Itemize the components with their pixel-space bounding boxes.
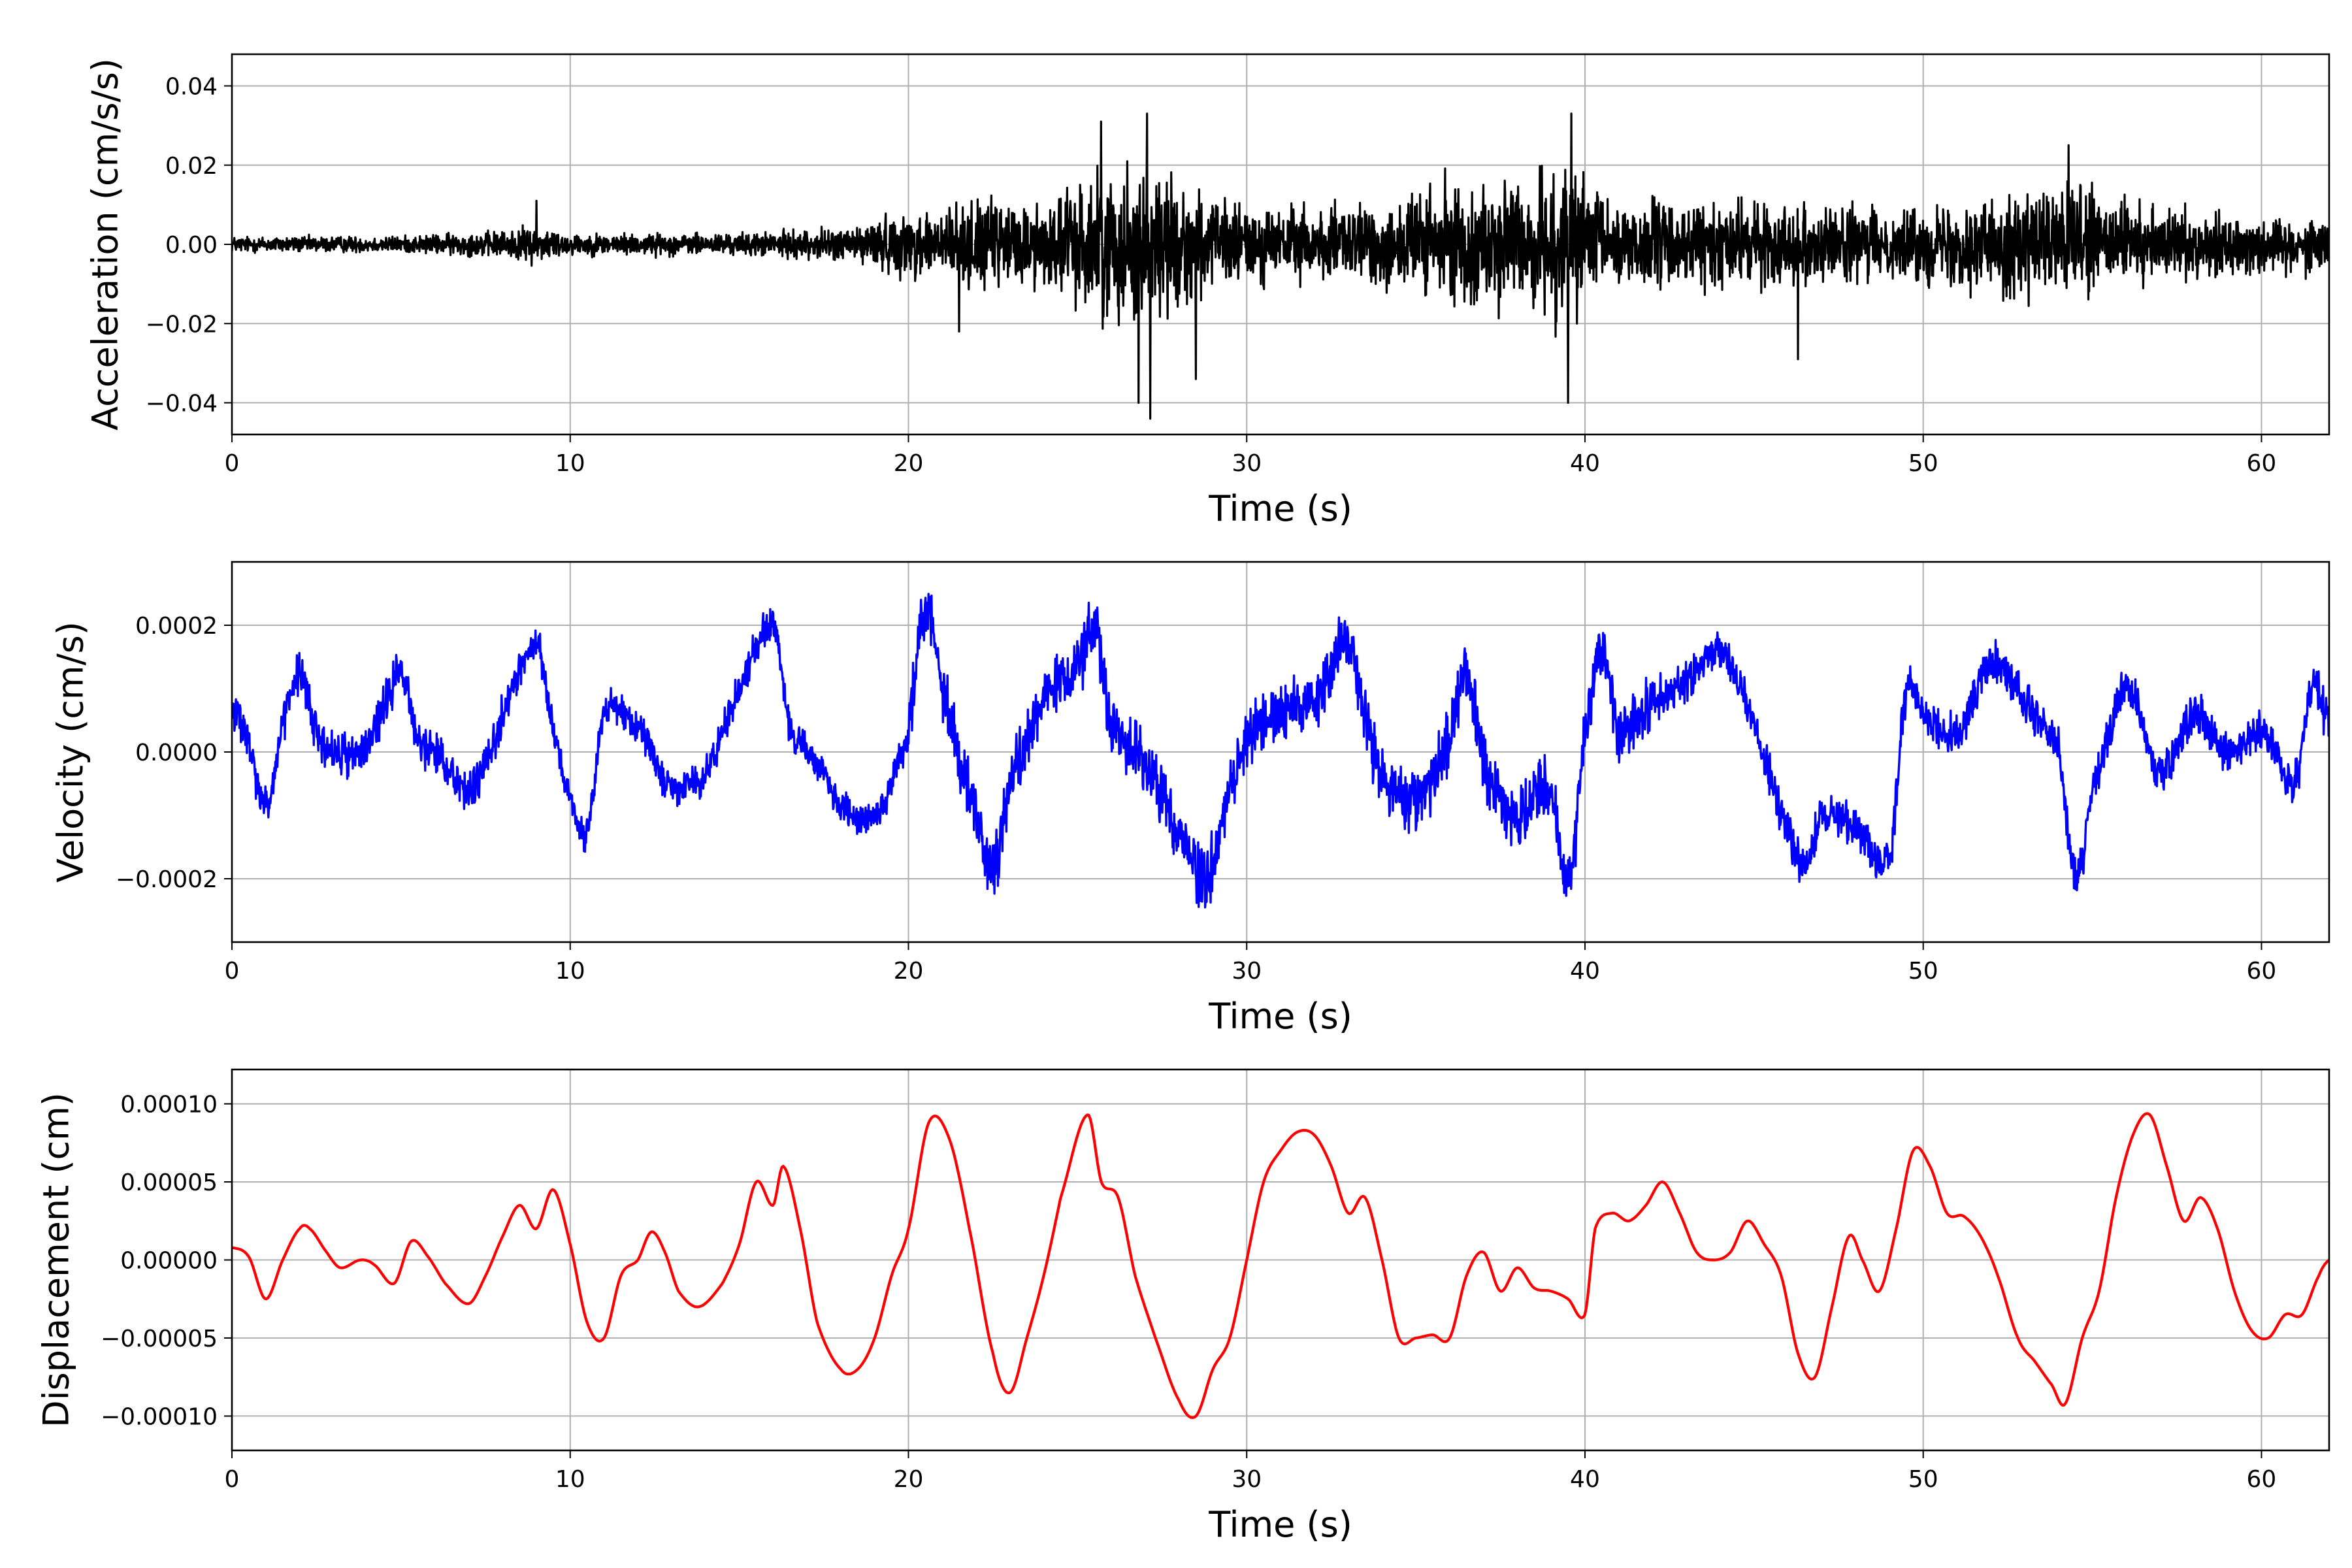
- x-tick-label: 50: [1908, 958, 1938, 985]
- x-tick-label: 20: [894, 450, 924, 477]
- x-tick-label: 40: [1570, 958, 1600, 985]
- velocity-series: [232, 593, 2329, 909]
- acceleration-series: [232, 112, 2329, 420]
- x-tick-label: 40: [1570, 1466, 1600, 1493]
- y-tick-label: −0.0002: [116, 866, 218, 893]
- y-tick-label: 0.0002: [135, 613, 218, 640]
- y-tick-label: 0.00: [165, 232, 218, 259]
- x-tick-label: 20: [894, 1466, 924, 1493]
- y-tick-label: −0.04: [146, 391, 218, 417]
- x-tick-label: 30: [1232, 1466, 1262, 1493]
- x-tick-label: 0: [225, 958, 240, 985]
- y-tick-label: 0.00005: [120, 1169, 218, 1196]
- y-tick-label: −0.02: [146, 311, 218, 338]
- velocity-x-axis-label: Time (s): [1208, 996, 1352, 1037]
- displacement-x-axis-label: Time (s): [1208, 1504, 1352, 1545]
- y-tick-label: 0.04: [165, 74, 218, 101]
- y-tick-label: −0.00010: [101, 1403, 218, 1430]
- x-tick-label: 10: [555, 450, 585, 477]
- x-tick-label: 30: [1232, 450, 1262, 477]
- x-tick-label: 0: [225, 1466, 240, 1493]
- x-tick-label: 60: [2247, 450, 2277, 477]
- velocity-panel: 0 10 20 30 40 50 60 0.0002 0.0000 −0.0002 Time (s…: [50, 561, 2330, 1037]
- velocity-y-axis-label: Velocity (cm/s): [50, 621, 91, 883]
- y-tick-label: 0.02: [165, 153, 218, 180]
- displacement-ticks: 0 10 20 30 40 50 60 0.00010 0.00005 0.00000 −0.000…: [101, 1092, 2276, 1493]
- acceleration-x-axis-label: Time (s): [1208, 488, 1352, 529]
- acceleration-y-axis-label: Acceleration (cm/s/s): [85, 58, 126, 431]
- acceleration-line: [232, 112, 2329, 420]
- velocity-ticks: 0 10 20 30 40 50 60 0.0002 0.0000 −0.0002: [116, 613, 2276, 985]
- displacement-grid: [231, 1070, 2329, 1450]
- x-tick-label: 0: [225, 450, 240, 477]
- x-tick-label: 30: [1232, 958, 1262, 985]
- x-tick-label: 60: [2247, 1466, 2277, 1493]
- displacement-series: [232, 1112, 2329, 1419]
- x-tick-label: 10: [555, 958, 585, 985]
- acceleration-panel: 0 10 20 30 40 50 60 0.04 0.02 0.00 −0.02 −0.04 Time…: [85, 53, 2330, 529]
- y-tick-label: 0.00000: [120, 1248, 218, 1275]
- x-tick-label: 20: [894, 958, 924, 985]
- x-tick-label: 40: [1570, 450, 1600, 477]
- acceleration-ticks: 0 10 20 30 40 50 60 0.04 0.02 0.00 −0.02 −0.04: [146, 74, 2277, 478]
- x-tick-label: 60: [2247, 958, 2277, 985]
- x-tick-label: 10: [555, 1466, 585, 1493]
- displacement-y-axis-label: Displacement (cm): [36, 1092, 77, 1428]
- velocity-line: [232, 593, 2329, 909]
- x-tick-label: 50: [1908, 450, 1938, 477]
- y-tick-label: 0.00010: [120, 1092, 218, 1119]
- displacement-line: [232, 1112, 2329, 1419]
- y-tick-label: −0.00005: [101, 1326, 218, 1352]
- x-tick-label: 50: [1908, 1466, 1938, 1493]
- y-tick-label: 0.0000: [135, 740, 218, 766]
- displacement-panel: 0 10 20 30 40 50 60 0.00010 0.00005 0.00000 −0.000…: [36, 1068, 2330, 1545]
